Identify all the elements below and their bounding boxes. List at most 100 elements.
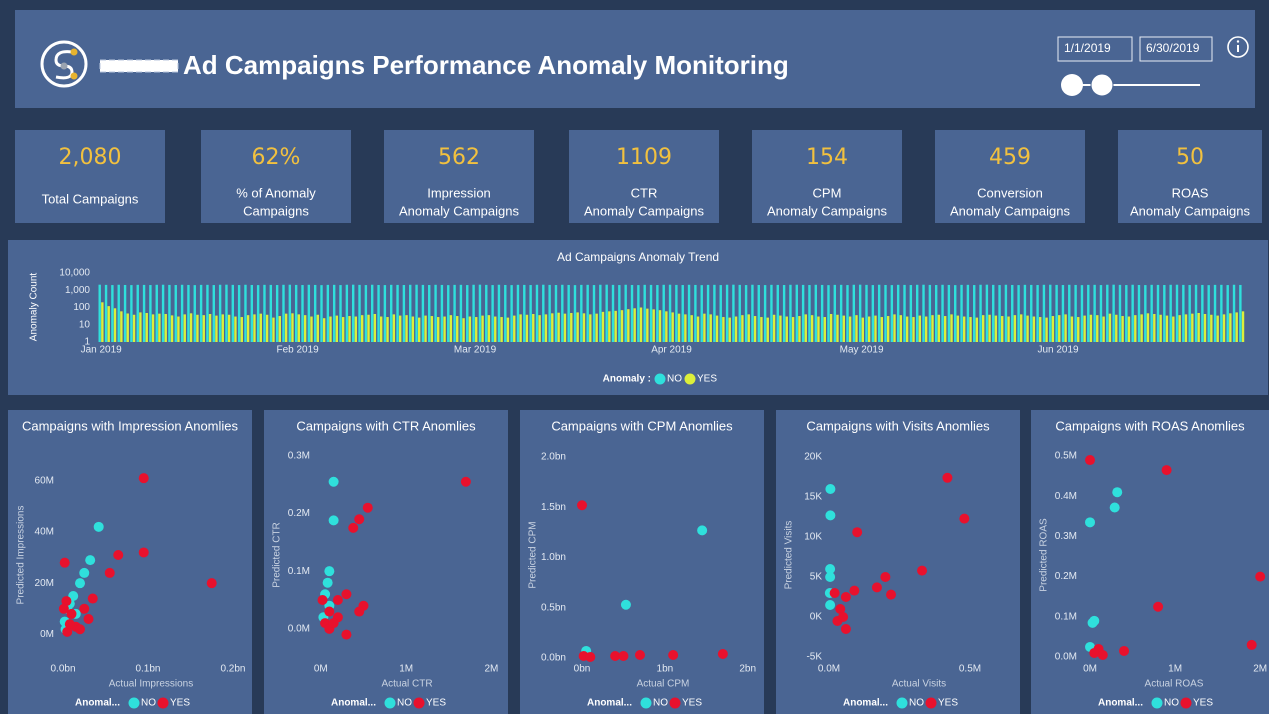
kpi-label: Campaigns	[243, 203, 309, 218]
bar	[922, 284, 925, 342]
bar	[694, 284, 697, 342]
bar	[107, 306, 110, 342]
bar	[580, 284, 583, 342]
bar	[909, 285, 913, 342]
bar	[915, 284, 919, 342]
bar	[766, 317, 769, 342]
legend-swatch	[157, 697, 169, 709]
bar	[668, 284, 672, 342]
bar	[827, 285, 830, 342]
bar	[760, 317, 763, 342]
bar	[151, 314, 155, 342]
bar	[1213, 284, 1217, 342]
bar	[570, 312, 573, 342]
bar	[810, 315, 814, 342]
bar	[684, 314, 687, 342]
bar	[931, 315, 934, 342]
scatter-point	[348, 522, 359, 533]
bar	[548, 284, 551, 342]
bar	[227, 314, 231, 342]
bar	[804, 314, 807, 342]
y-tick-label: 0.5bn	[541, 602, 566, 613]
legend-swatch	[1151, 697, 1163, 709]
legend-label: YES	[697, 374, 717, 385]
bar	[253, 314, 256, 342]
kpi-label: % of Anomaly	[236, 185, 316, 200]
bar	[193, 285, 196, 342]
bar	[1191, 313, 1194, 342]
bar	[982, 315, 985, 342]
kpi-value: 62%	[252, 145, 301, 170]
bar	[282, 284, 285, 342]
scatter-point	[58, 603, 69, 614]
bar	[817, 316, 820, 342]
bar	[332, 284, 336, 342]
bar	[1150, 284, 1153, 342]
legend-title: Anomal...	[843, 698, 888, 709]
bar	[437, 317, 440, 342]
bar	[288, 284, 292, 342]
bar	[798, 316, 801, 342]
bar	[265, 314, 269, 342]
bar	[519, 314, 522, 342]
bar	[734, 316, 738, 342]
y-tick-label: 0.0M	[288, 623, 310, 634]
bar	[1156, 284, 1160, 342]
scatter-point	[104, 567, 115, 578]
y-tick-label: 100	[73, 302, 90, 313]
bar	[633, 308, 636, 342]
bar	[1172, 316, 1175, 342]
scatter-point	[324, 606, 335, 617]
bar	[1121, 316, 1124, 342]
logo-dot	[60, 62, 68, 70]
bar	[956, 315, 960, 342]
bar	[1165, 315, 1169, 342]
bar	[715, 315, 719, 342]
bar	[855, 315, 858, 342]
bar	[1239, 284, 1242, 342]
bar	[430, 316, 434, 342]
bar	[1194, 284, 1198, 342]
bar	[554, 285, 558, 342]
bar	[272, 317, 275, 342]
scatter-point	[75, 624, 86, 635]
scatter-point	[93, 521, 104, 532]
bar	[722, 317, 725, 342]
bar	[1026, 315, 1029, 342]
bar	[377, 284, 380, 342]
scatter-point	[206, 578, 217, 589]
bar	[630, 284, 634, 342]
scatter-point	[1089, 647, 1100, 658]
y-tick-label: 0.1M	[1055, 611, 1077, 622]
bar	[523, 284, 526, 342]
date-slider-handle[interactable]	[1061, 74, 1083, 96]
date-slider-handle[interactable]	[1090, 73, 1114, 97]
y-tick-label: 15K	[804, 492, 822, 503]
kpi-label: Anomaly Campaigns	[950, 203, 1070, 218]
header-panel	[15, 10, 1255, 108]
scatter-point	[825, 510, 836, 521]
bar	[462, 318, 465, 342]
legend-label: YES	[170, 698, 190, 709]
bar	[1096, 315, 1099, 342]
start-date-input[interactable]	[1057, 36, 1133, 62]
y-tick-label: 10,000	[59, 268, 90, 279]
kpi-card	[1118, 130, 1262, 223]
bar	[402, 285, 406, 342]
bar	[880, 317, 884, 342]
bar	[782, 285, 786, 342]
kpi-value: 562	[438, 145, 480, 170]
bar	[1004, 284, 1008, 342]
bar	[1108, 313, 1112, 342]
end-date-input[interactable]	[1139, 36, 1213, 62]
legend-title: Anomal...	[1098, 698, 1143, 709]
bar	[744, 285, 748, 342]
scatter-point	[341, 589, 352, 600]
bar	[696, 316, 700, 342]
info-icon[interactable]	[1227, 36, 1249, 58]
bar	[284, 313, 288, 342]
scatter-point	[825, 484, 836, 494]
bar	[256, 285, 260, 342]
bar	[1032, 316, 1036, 342]
bar	[842, 315, 845, 342]
